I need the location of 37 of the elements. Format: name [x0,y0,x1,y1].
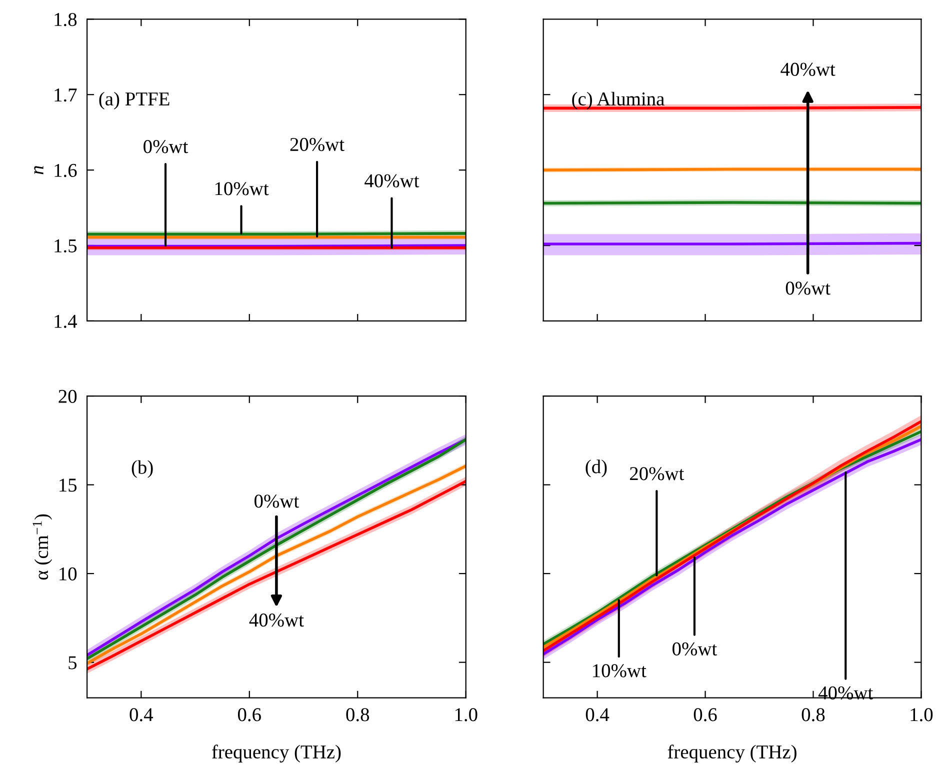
x-tick-label: 0.4 [586,708,610,722]
y-axis-title: α (cm$^{−1}$) [32,514,52,580]
x-tick-label: 0.4 [130,708,154,722]
annotation: 40%wt [818,686,874,700]
y-tick-label: 15 [60,478,77,492]
annotation: 10%wt [215,182,269,196]
annotation: 0%wt [254,494,300,508]
y-tick-label: 1.8 [54,12,77,26]
annotation: 0%wt [144,140,188,154]
annotation: 10%wt [593,664,646,678]
annotation: 40%wt [364,174,420,188]
y-tick-label: 1.4 [54,314,78,328]
y-tick-label: 1.6 [54,164,77,178]
x-tick-label: 0.8 [346,708,370,722]
annotation: 0%wt [786,282,830,295]
x-tick-label: 1.0 [910,708,933,722]
x-tick-label: 0.6 [694,708,717,722]
y-tick-label: 5 [68,656,77,670]
x-axis-title: frequency (THz) [668,744,796,763]
x-axis-title: frequency (THz) [212,744,341,763]
annotation: (d) [586,460,607,478]
annotation: 40%wt [780,62,836,76]
x-tick-label: 0.6 [238,708,261,722]
x-tick-label: 0.8 [802,708,825,722]
y-axis-title: n [34,166,44,174]
annotation: 20%wt [630,467,684,480]
annotation: (a) PTFE [99,92,170,110]
y-tick-label: 10 [60,567,77,580]
x-tick-label: 1.0 [455,708,478,722]
y-tick-label: 1.5 [54,239,77,253]
annotation: (c) Alumina [572,92,664,110]
annotation: 0%wt [672,642,718,656]
y-tick-label: 20 [58,390,77,403]
annotation: (b) [132,460,153,478]
annotation: 40%wt [249,614,304,627]
annotation: 20%wt [290,138,344,152]
y-tick-label: 1.7 [54,88,77,102]
